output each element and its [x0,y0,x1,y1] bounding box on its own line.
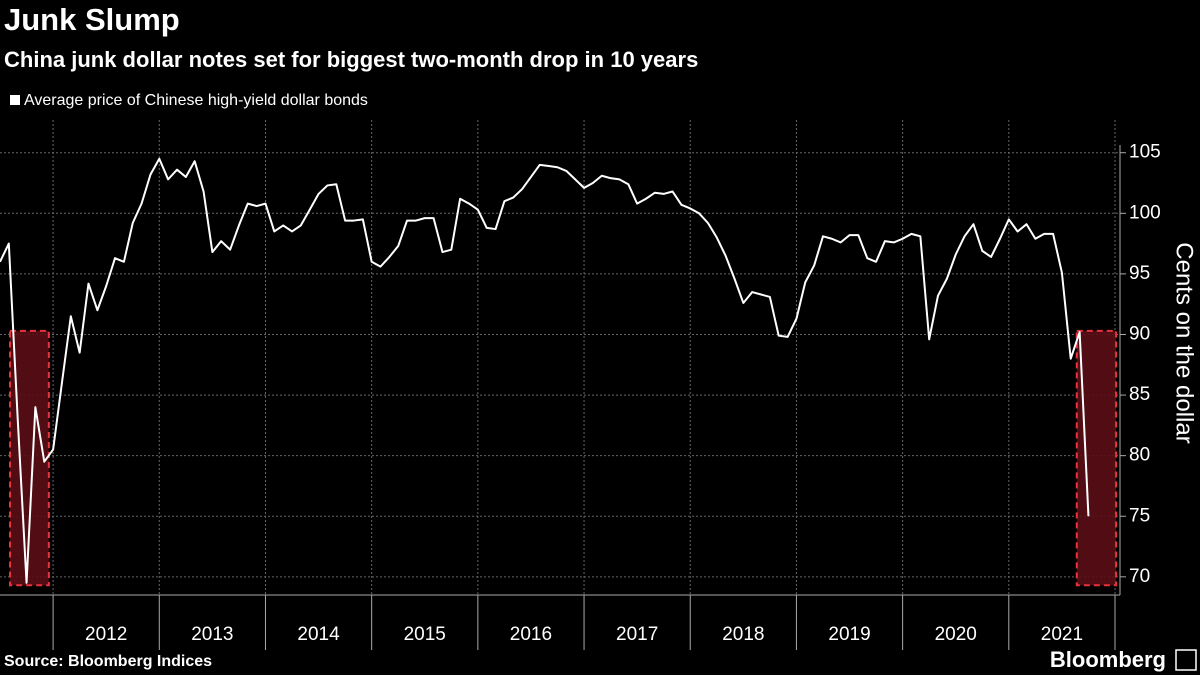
y-tick-label: 90 [1129,323,1150,344]
y-axis-title: Cents on the dollar [1171,242,1198,443]
y-tick-label: 105 [1129,142,1161,163]
legend-label: Average price of Chinese high-yield doll… [24,92,368,109]
data-line [0,157,1090,584]
y-tick-label: 100 [1129,202,1161,223]
y-tick-label: 95 [1129,263,1150,284]
x-tick-label: 2018 [722,624,764,645]
brand: Bloomberg [1050,647,1166,672]
x-tick-label: 2013 [191,624,233,645]
y-tick-label: 80 [1129,445,1150,466]
chart-title: Junk Slump [4,2,180,37]
x-tick-label: 2021 [1041,624,1083,645]
highlight-box [8,329,50,587]
legend-swatch [10,95,20,105]
x-tick-label: 2015 [404,624,446,645]
chart-subtitle: China junk dollar notes set for biggest … [4,47,698,72]
x-tick-label: 2017 [616,624,658,645]
brand-icon [1175,649,1197,671]
source: Source: Bloomberg Indices [4,653,212,670]
x-tick-label: 2012 [85,624,127,645]
y-tick-label: 75 [1129,505,1150,526]
x-tick-label: 2014 [297,624,340,645]
x-tick-label: 2020 [935,624,977,645]
highlight-box [1075,329,1118,587]
x-tick-label: 2019 [828,624,870,645]
x-tick-label: 2016 [510,624,552,645]
y-tick-label: 85 [1129,384,1150,405]
y-tick-label: 70 [1129,566,1150,587]
